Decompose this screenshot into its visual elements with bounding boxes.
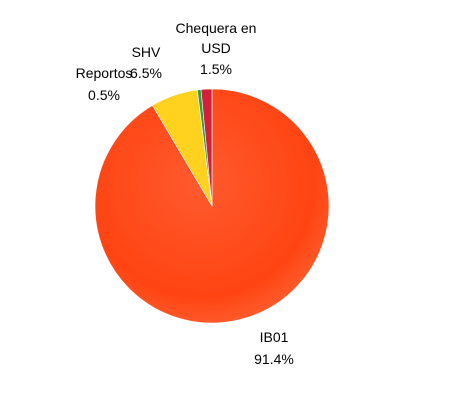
label-reportos-name: Reportos <box>76 65 133 81</box>
label-reportos-value: 0.5% <box>88 87 120 103</box>
label-chequera-name-line2: USD <box>201 40 231 56</box>
pie-slice-chequera-en-usd <box>200 88 213 207</box>
label-ib01-value: 91.4% <box>254 351 294 367</box>
label-ib01-name: IB01 <box>260 329 289 345</box>
label-chequera-value: 1.5% <box>200 61 232 77</box>
label-chequera-name-line1: Chequera en <box>176 20 257 36</box>
label-shv-name: SHV <box>132 44 161 60</box>
pie-slices <box>94 88 330 324</box>
label-shv-value: 6.5% <box>130 65 162 81</box>
